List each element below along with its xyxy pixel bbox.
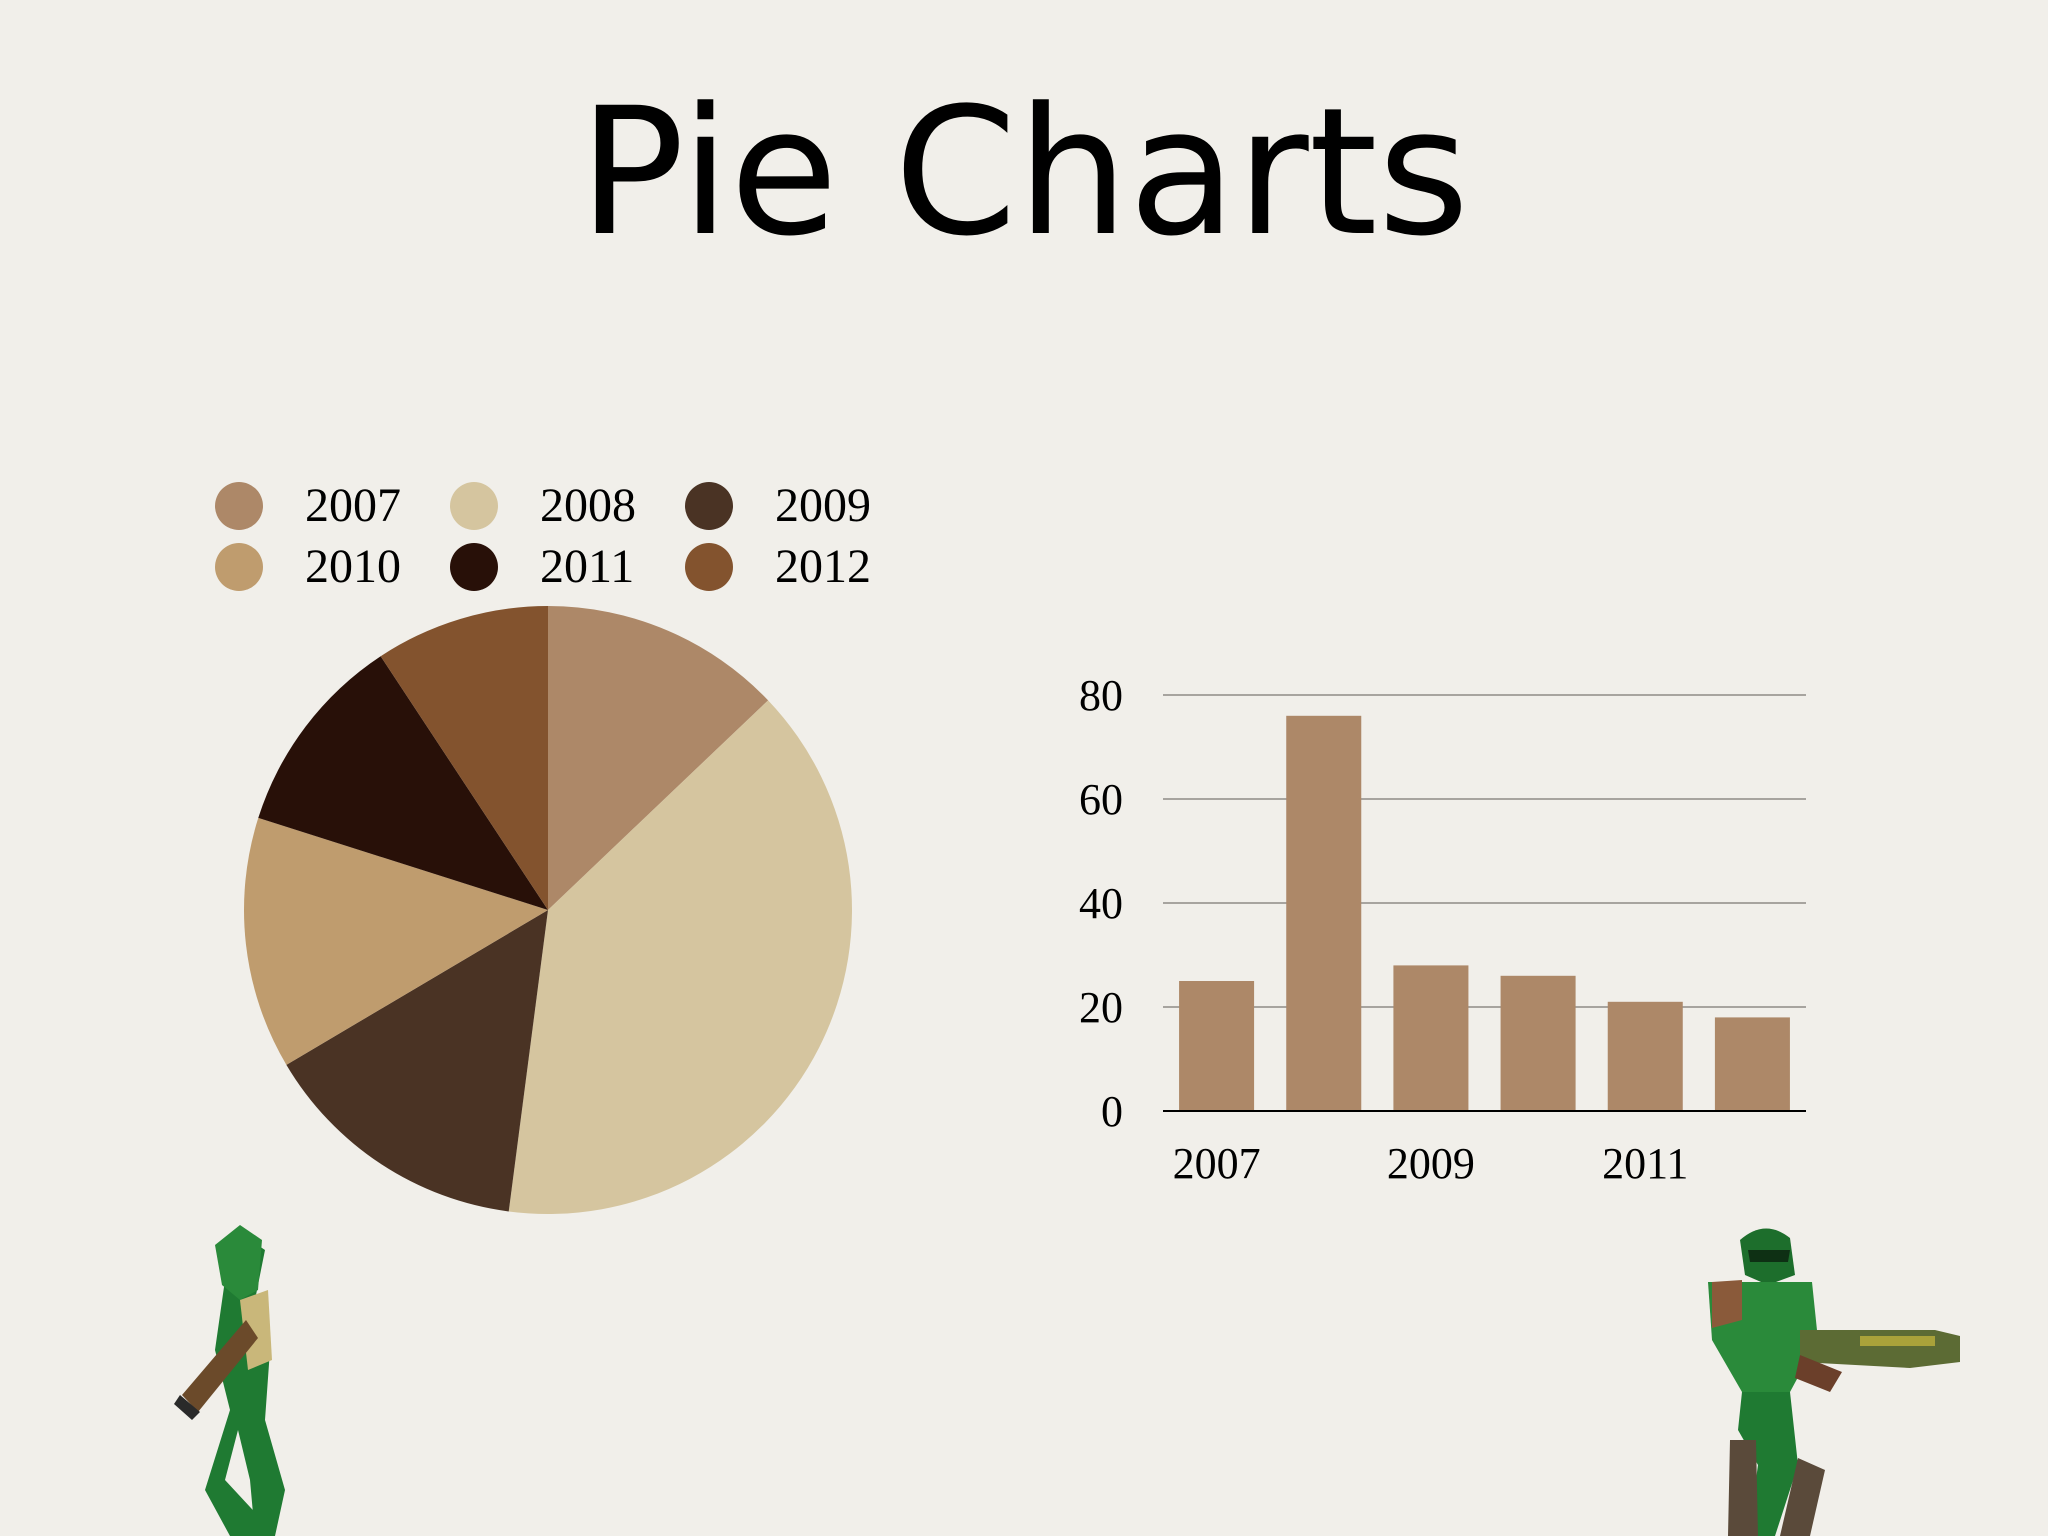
legend-label: 2010 [305, 540, 401, 593]
legend-swatch [215, 481, 263, 530]
legend-label: 2012 [775, 540, 871, 593]
y-tick-label: 40 [1079, 879, 1123, 928]
slide-title: Pie Charts [578, 70, 1470, 275]
y-tick-label: 60 [1079, 775, 1123, 824]
legend-label: 2008 [540, 479, 636, 532]
y-tick-label: 20 [1079, 983, 1123, 1032]
legend-swatch [450, 481, 498, 530]
legend-item-2009: 2009 [685, 478, 871, 533]
legend-item-2007: 2007 [215, 478, 401, 533]
pie-chart [244, 606, 852, 1214]
legend-swatch [450, 542, 498, 591]
pie-slice-2010 [244, 817, 548, 1065]
armored-soldier-figure [1708, 1228, 1960, 1536]
legend-label: 2007 [305, 479, 401, 532]
pie-slice-2012 [380, 606, 548, 910]
bar-2007 [1179, 981, 1255, 1111]
legend-swatch [685, 542, 733, 591]
legend-swatch [685, 481, 733, 530]
legend-swatch [215, 542, 263, 591]
legend-item-2010: 2010 [215, 539, 401, 594]
bar-2012 [1714, 1017, 1790, 1111]
legend-label: 2009 [775, 479, 871, 532]
pie-slice-2008 [508, 700, 852, 1214]
bar-2011 [1607, 1001, 1683, 1111]
y-tick-label: 0 [1101, 1087, 1123, 1136]
legend-item-2008: 2008 [450, 478, 636, 533]
legend-label: 2011 [540, 540, 635, 593]
bar-chart: 0 20 40 60 80 2007 2009 2011 [1079, 671, 1806, 1188]
pie-slice-2007 [548, 606, 769, 910]
x-tick-label: 2007 [1173, 1139, 1261, 1188]
bar-2010 [1500, 975, 1576, 1111]
lizard-warrior-figure [174, 1225, 285, 1536]
legend-item-2011: 2011 [450, 539, 634, 594]
bar-2008 [1286, 715, 1362, 1111]
x-tick-label: 2009 [1387, 1139, 1475, 1188]
pie-slice-2011 [258, 656, 548, 910]
y-tick-label: 80 [1079, 671, 1123, 720]
pie-slice-2009 [286, 910, 548, 1212]
x-tick-label: 2011 [1602, 1139, 1688, 1188]
bar-2009 [1393, 965, 1469, 1111]
legend-item-2012: 2012 [685, 539, 871, 594]
